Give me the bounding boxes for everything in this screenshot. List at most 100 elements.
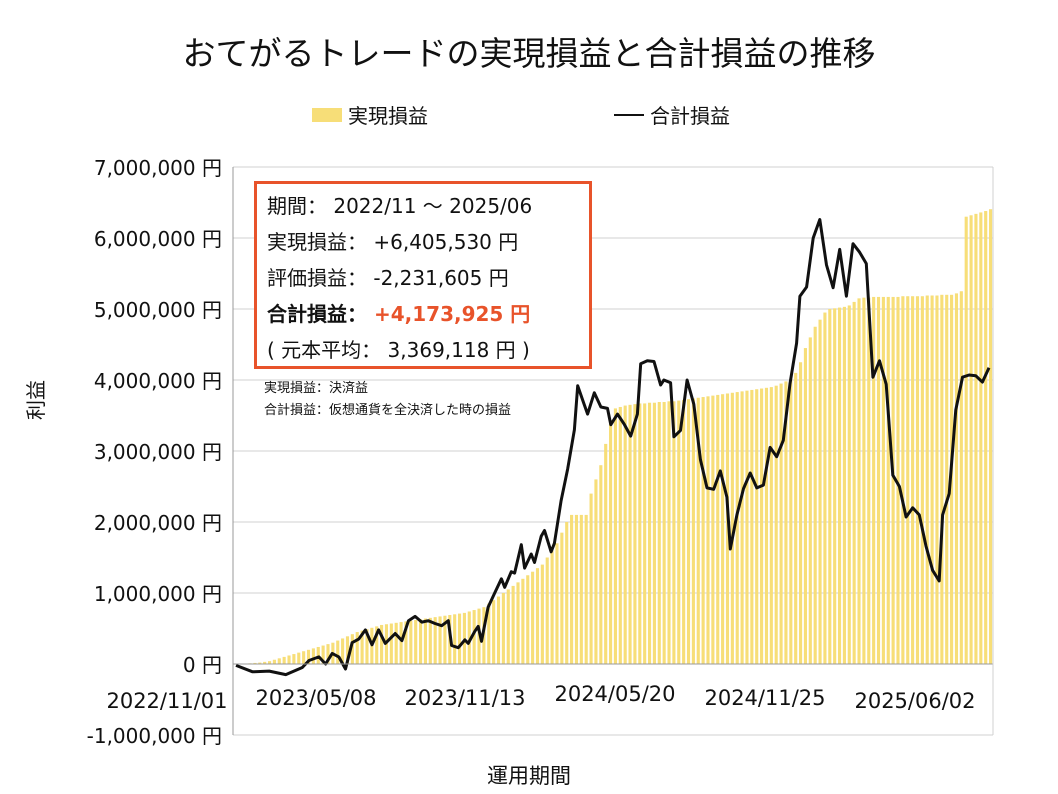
- bar-series-realized: [233, 209, 993, 665]
- bar: [657, 402, 661, 664]
- x-tick-label: 2023/11/13: [404, 686, 525, 710]
- bar: [764, 387, 769, 664]
- bar: [531, 571, 535, 664]
- bar: [779, 383, 783, 664]
- bar: [584, 514, 588, 664]
- bar: [438, 616, 442, 664]
- bar: [521, 578, 525, 664]
- bar: [740, 391, 744, 664]
- bar: [989, 209, 993, 664]
- bar: [316, 646, 320, 664]
- bar: [604, 443, 608, 664]
- total-label: 合計損益：: [267, 302, 367, 326]
- bar: [555, 543, 559, 664]
- bar: [423, 618, 427, 664]
- bar: [302, 651, 306, 664]
- bar: [940, 294, 944, 664]
- bar: [730, 392, 734, 664]
- bar: [857, 298, 861, 664]
- legend-label-realized: 実現損益: [348, 104, 428, 128]
- bar: [691, 398, 695, 664]
- bar: [467, 611, 471, 664]
- bar: [306, 649, 311, 664]
- y-tick-label: 7,000,000 円: [94, 156, 222, 180]
- bar: [638, 403, 642, 664]
- notes: 実現損益：決済益 合計損益：仮想通貨を全決済した時の損益: [264, 378, 511, 422]
- bar: [755, 389, 759, 664]
- bar: [862, 297, 866, 664]
- legend: 実現損益 合計損益: [0, 100, 1058, 130]
- bar: [623, 405, 627, 664]
- bar: [964, 216, 968, 664]
- principal-row: ( 元本平均： 3,369,118 円 ): [267, 332, 579, 368]
- bar: [462, 612, 466, 664]
- bar: [419, 619, 423, 664]
- bar: [706, 396, 710, 664]
- bar: [487, 603, 491, 664]
- realized-value: +6,405,530 円: [373, 230, 519, 254]
- y-tick-label: -1,000,000 円: [87, 724, 222, 748]
- x-tick-label: 2022/11/01: [106, 689, 227, 713]
- realized-row: 実現損益： +6,405,530 円: [267, 224, 579, 260]
- bar: [341, 638, 345, 664]
- bar: [565, 522, 569, 664]
- bar: [326, 644, 330, 664]
- bar: [570, 514, 574, 664]
- bar: [672, 401, 676, 664]
- bar: [911, 296, 915, 664]
- bar: [589, 493, 593, 664]
- bar: [267, 661, 272, 664]
- bar: [984, 211, 988, 664]
- bar: [609, 422, 613, 664]
- bar: [711, 395, 715, 664]
- bar: [959, 291, 963, 664]
- bar: [399, 622, 403, 664]
- principal-label: 元本平均：: [281, 338, 382, 362]
- bar: [721, 394, 725, 664]
- bar: [662, 402, 666, 664]
- y-tick-label: 0 円: [183, 653, 222, 677]
- bar: [774, 385, 778, 664]
- bar: [896, 296, 900, 664]
- bar: [799, 362, 803, 664]
- total-row: 合計損益： +4,173,925 円: [267, 296, 579, 332]
- y-axis-label: 利益: [24, 380, 48, 420]
- bar: [550, 550, 554, 664]
- bar: [350, 634, 354, 664]
- bar: [292, 654, 296, 664]
- bar: [954, 293, 959, 664]
- bar: [789, 379, 793, 664]
- note-total: 合計損益：仮想通貨を全決済した時の損益: [264, 403, 512, 418]
- bar: [540, 564, 544, 664]
- legend-item-realized: 実現損益: [312, 100, 428, 129]
- y-tick-label: 1,000,000 円: [94, 582, 222, 606]
- bar: [833, 308, 837, 664]
- bar: [453, 614, 457, 664]
- bar: [633, 404, 637, 664]
- bar: [716, 394, 720, 664]
- bar: [652, 402, 656, 664]
- bar: [979, 212, 983, 664]
- bar: [263, 661, 267, 664]
- bar: [906, 296, 910, 664]
- period-value: 2022/11 〜 2025/06: [333, 194, 533, 218]
- x-tick-label: 2024/05/20: [554, 682, 675, 706]
- bar: [360, 630, 364, 664]
- realized-label: 実現損益：: [267, 230, 367, 254]
- bar: [969, 215, 973, 664]
- bar: [272, 659, 276, 664]
- total-value: +4,173,925 円: [373, 302, 531, 326]
- bar: [506, 589, 510, 664]
- bar: [287, 655, 291, 664]
- bar: [808, 337, 812, 664]
- bar: [579, 514, 583, 664]
- legend-swatch-bar: [312, 107, 342, 122]
- bar: [433, 617, 437, 664]
- bar: [380, 624, 384, 664]
- bar: [696, 397, 700, 664]
- x-tick-label: 2024/11/25: [704, 686, 825, 710]
- bar: [282, 656, 286, 664]
- legend-label-total: 合計損益: [650, 104, 730, 128]
- bar: [355, 632, 359, 664]
